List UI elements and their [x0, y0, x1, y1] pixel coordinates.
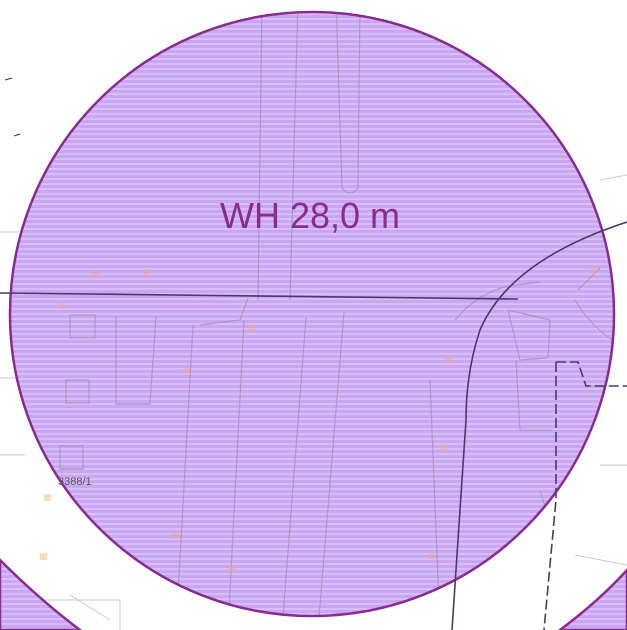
building-outline [227, 319, 245, 616]
building-outline [289, 12, 299, 301]
road-outline [69, 594, 111, 621]
building-outline [56, 510, 81, 535]
building-outline [454, 281, 541, 321]
building-outlines [56, 12, 613, 616]
boundary-line [556, 361, 627, 387]
marker [91, 270, 98, 277]
height-zone-label: WH 28,0 m [220, 195, 400, 236]
map-tick [4, 77, 13, 81]
small-markers [40, 494, 51, 560]
adjacent-zone-right [557, 568, 627, 630]
marker [143, 269, 150, 276]
marker [228, 565, 235, 572]
marker [58, 302, 65, 309]
road-outline [574, 554, 627, 566]
building-outline [507, 309, 551, 361]
building-outline [317, 311, 345, 616]
height-zone-boundary [8, 10, 616, 618]
building-outline [257, 12, 263, 301]
building-outline [69, 314, 96, 339]
marker [445, 356, 452, 363]
building-outline [59, 445, 84, 470]
building-outline [65, 379, 90, 404]
point-markers [58, 267, 597, 572]
building-outline [515, 359, 552, 431]
parcel-number-label: 3388/1 [58, 476, 92, 488]
boundary-line [543, 362, 557, 630]
building-outline [335, 12, 361, 194]
marker [590, 267, 597, 274]
road-outline [599, 174, 627, 181]
marker [248, 325, 255, 332]
base-map [0, 77, 627, 630]
marker [172, 532, 179, 539]
building-outline [115, 315, 157, 405]
plan-boundaries [0, 221, 627, 630]
boundary-line [0, 292, 519, 300]
building-outline [577, 267, 601, 291]
adjacent-zone-left [0, 558, 83, 630]
building-outline [281, 317, 307, 616]
boundary-line [451, 221, 627, 630]
marker [183, 367, 190, 374]
building-outline [199, 297, 249, 326]
marker [428, 552, 435, 559]
road-outline [40, 599, 121, 630]
marker [40, 553, 47, 560]
building-outline [175, 324, 194, 616]
marker [44, 494, 51, 501]
building-outline [574, 299, 613, 341]
marker [440, 444, 447, 451]
map-tick [13, 133, 21, 137]
